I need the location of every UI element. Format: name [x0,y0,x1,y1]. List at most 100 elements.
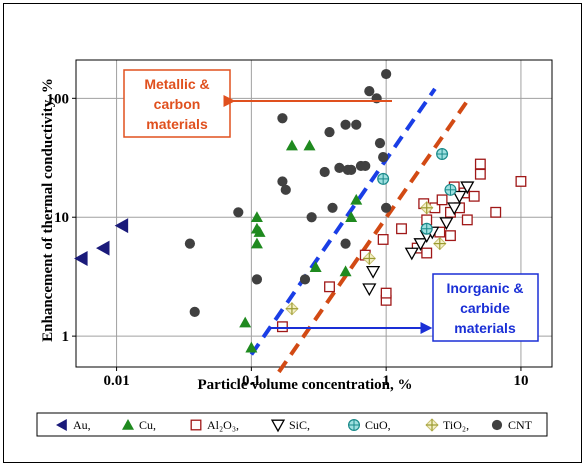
point-tio [420,201,434,215]
point-alo [445,230,456,242]
point-cu [303,139,316,151]
point-cnt [340,119,351,130]
x-axis-ticks: 0.01 0.1 1 10 [103,367,528,389]
y-axis-ticks: 1 10 100 [47,91,76,345]
point-sic [413,238,428,251]
point-cuo [444,183,457,196]
point-cu [339,265,352,277]
point-cnt [334,162,345,173]
point-cnt [277,113,288,124]
point-cuo [436,148,449,161]
annotation-inorganic-box [432,273,539,342]
point-alo [324,281,335,293]
x-tick-label: 1 [382,373,390,389]
point-au [74,250,88,266]
point-cnt [324,126,335,138]
point-sic [365,265,381,279]
x-tick-label: 0.1 [242,373,261,389]
point-cnt [360,160,371,172]
point-alo [377,234,389,245]
point-cnt [306,212,317,223]
x-axis-title: Particle volume concentration, % [198,377,413,393]
legend-label-cu: Cu, [139,418,156,432]
point-cu [250,211,263,223]
annotation-metallic-line2: carbon [154,96,201,112]
point-cu [253,226,266,237]
point-alo [468,190,480,202]
point-tio [433,236,447,251]
point-cu [250,237,263,249]
point-cnt [299,274,311,285]
point-cu [309,261,322,272]
point-alo [276,321,288,333]
point-cu [239,316,252,328]
legend-label-sic: SiC, [289,418,310,432]
point-tio [362,251,377,266]
legend-marker-alo [190,419,202,431]
point-cnt [277,176,288,187]
point-tio [285,302,299,316]
point-cnt [346,164,357,176]
point-alo [461,214,473,226]
y-tick-label: 100 [47,91,70,107]
point-cnt [381,202,392,213]
plot-area-border [75,59,553,368]
point-sic [452,190,467,204]
y-tick-label: 1 [62,329,70,345]
legend-label-cnt: CNT [508,418,533,432]
point-sic [439,217,454,231]
point-cnt [319,166,330,178]
trend-line-2 [277,99,469,374]
point-sic [447,202,462,216]
legend-marker-cu [122,419,134,430]
point-alo [436,194,448,206]
point-alo [396,223,407,235]
point-cnt [251,274,263,285]
annotation-inorganic-carbide: Inorganic & carbide materials [270,273,539,342]
annotation-inorganic-line3: materials [454,320,516,336]
point-alo [515,175,527,187]
point-cu [350,193,363,205]
chart-frame [3,3,582,463]
annotation-inorganic-line2: carbide [460,300,510,316]
point-cnt [233,207,244,218]
point-cnt [374,138,386,149]
y-tick-label: 10 [54,210,69,226]
legend-marker-tio [425,418,439,432]
legend-marker-cnt [491,419,503,431]
annotation-metallic-carbon: Metallic & carbon materials [123,69,392,138]
data-points [74,68,527,353]
point-cnt [351,119,362,130]
legend-marker-au [56,419,67,431]
point-alo [421,247,433,259]
point-au [96,240,110,256]
point-cu [245,341,258,353]
point-cnt [280,184,291,195]
point-sic [460,181,475,195]
legend-label-au: Au, [73,418,91,432]
x-tick-label: 10 [513,373,528,389]
legend-box [36,412,548,437]
point-cnt [340,238,351,249]
point-au [114,218,129,234]
point-cu [285,139,298,151]
legend-marker-cuo [348,419,361,432]
point-sic [362,283,377,297]
annotation-metallic-line3: materials [146,116,208,132]
point-cuo [377,172,390,185]
annotation-metallic-box [123,69,231,138]
legend-label-cuo: CuO, [365,418,391,432]
trend-lines [249,87,469,374]
point-cnt [184,238,196,249]
annotation-metallic-line1: Metallic & [144,76,209,92]
legend-marker-sic [270,419,286,433]
point-cnt [364,85,375,97]
point-cuo [420,222,433,235]
y-axis-title: Enhancement of thermal conductivity, % [40,78,56,342]
point-cnt [327,202,338,213]
annotation-inorganic-line1: Inorganic & [446,280,523,296]
point-cnt [378,152,389,163]
point-alo [380,287,392,299]
x-tick-label: 0.01 [103,373,129,389]
